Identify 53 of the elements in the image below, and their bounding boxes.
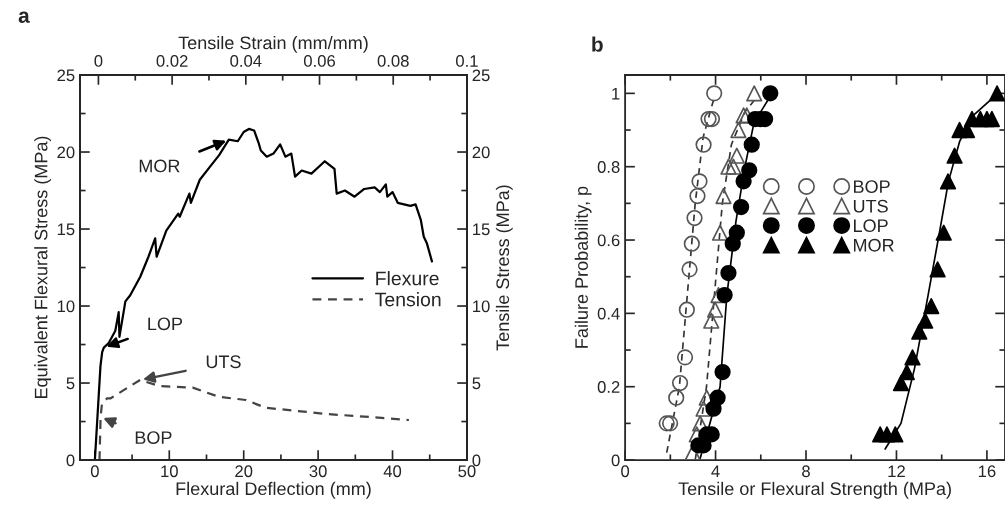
x2-axis-title: Tensile Strain (mm/mm) (178, 35, 368, 53)
legend-label: UTS (853, 199, 888, 213)
y-axis-title: Equivalent Flexural Stress (MPa) (34, 136, 52, 398)
x-tick-label: 40 (383, 465, 402, 478)
y-tick-label: 1 (612, 87, 620, 100)
x-tick-label: 4 (711, 465, 720, 477)
y2-tick-label: 20 (472, 146, 490, 159)
y-tick-label: 15 (57, 223, 75, 236)
annotation: UTS (206, 355, 241, 369)
y-tick-label: 0.6 (597, 234, 620, 247)
x-tick-label: 50 (458, 465, 476, 478)
x2-tick-label: 0 (94, 55, 103, 67)
annotation: BOP (135, 431, 172, 444)
x2-tick-label: 0.1 (455, 55, 478, 67)
annotation: LOP (148, 317, 183, 331)
legend-label: BOP (854, 180, 890, 194)
x-tick-label: 0 (90, 465, 99, 478)
y-tick-label: 20 (57, 146, 75, 159)
x-tick-label: 0 (621, 465, 630, 478)
x-tick-label: 30 (309, 465, 327, 478)
y2-tick-label: 25 (472, 69, 490, 82)
chart-title: a (18, 11, 30, 23)
y-tick-label: 10 (57, 300, 75, 313)
chart-title: b (592, 36, 603, 52)
y-tick-label: 5 (66, 377, 75, 390)
x-tick-label: 20 (235, 465, 253, 478)
x-tick-label: 8 (802, 465, 810, 478)
y-axis-title: Failure Probability, p (574, 186, 592, 348)
legend-label: LOP (854, 219, 888, 233)
annotation: MOR (139, 159, 180, 173)
y-tick-label: 0.4 (597, 307, 620, 320)
x2-tick-label: 0.04 (230, 55, 262, 67)
x2-tick-label: 0.02 (156, 55, 188, 67)
x-tick-label: 10 (161, 465, 178, 478)
x2-tick-label: 0.06 (303, 55, 336, 67)
y-tick-label: 0.8 (597, 161, 620, 173)
y-tick-label: 0 (611, 454, 620, 467)
legend-label: Tension (375, 292, 441, 307)
x-tick-label: 16 (978, 465, 996, 478)
y-tick-label: 0.2 (597, 381, 620, 393)
y2-tick-label: 15 (473, 223, 490, 236)
x-tick-label: 12 (888, 465, 905, 477)
y-tick-label: 0 (66, 454, 75, 467)
x-axis-title: Flexural Deflection (mm) (176, 481, 371, 499)
y2-tick-label: 5 (472, 377, 481, 390)
x2-tick-label: 0.08 (377, 55, 409, 67)
y2-axis-title: Tensile Stress (MPa) (495, 185, 513, 351)
legend-label: Flexure (376, 271, 439, 286)
y2-tick-label: 0 (472, 454, 481, 467)
y2-tick-label: 10 (473, 300, 490, 313)
y-tick-label: 25 (57, 69, 75, 82)
legend-label: MOR (854, 238, 894, 252)
x-axis-title: Tensile or Flexural Strength (MPa) (678, 481, 951, 499)
